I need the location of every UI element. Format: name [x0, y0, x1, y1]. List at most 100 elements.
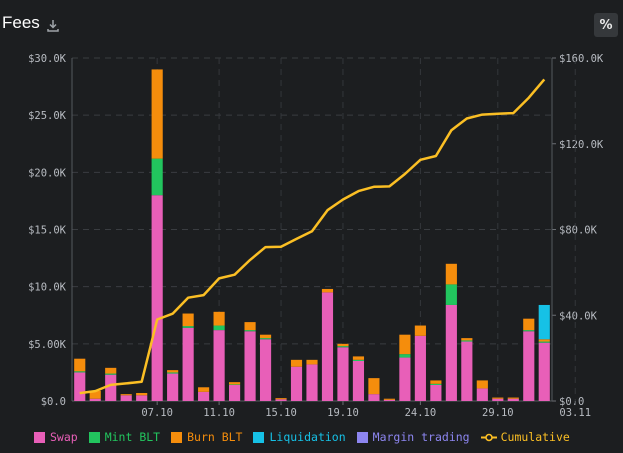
bar-burn-16 — [321, 288, 334, 293]
bar-mint-11 — [244, 330, 256, 332]
bar-swap-12 — [259, 339, 272, 401]
bar-burn-13 — [275, 398, 287, 400]
right-axis-tick: $120.0K — [559, 139, 604, 151]
bar-swap-10 — [229, 384, 241, 401]
x-axis-tick: 29.10 — [482, 407, 514, 419]
legend-label: Mint BLT — [104, 430, 161, 444]
bar-burn-15 — [306, 359, 318, 365]
bar-burn-20 — [383, 398, 395, 400]
x-axis-tick: 19.10 — [327, 407, 359, 419]
bar-swap-22 — [414, 335, 426, 401]
bar-swap-13 — [275, 399, 287, 401]
bar-swap-23 — [430, 384, 442, 401]
legend-line-swatch — [480, 432, 497, 443]
bar-burn-1 — [89, 390, 101, 399]
right-axis-tick: $160.0K — [559, 53, 604, 65]
bar-liq-30 — [538, 304, 550, 340]
chart-title: Fees — [2, 13, 59, 33]
cumulative-line — [79, 78, 546, 395]
bar-mint-2 — [105, 373, 117, 375]
bar-swap-3 — [120, 395, 132, 401]
legend-item-burn[interactable]: Burn BLT — [171, 430, 242, 444]
bar-swap-21 — [399, 357, 411, 401]
bar-swap-24 — [445, 304, 457, 401]
bar-burn-23 — [430, 380, 442, 384]
legend-item-margin[interactable]: Margin trading — [356, 430, 470, 444]
bar-burn-2 — [105, 367, 117, 374]
x-axis-tick: 03.11 — [559, 407, 591, 419]
bar-mint-5 — [151, 158, 163, 196]
legend-item-swap[interactable]: Swap — [34, 430, 78, 444]
bar-burn-6 — [167, 370, 179, 373]
bar-swap-28 — [507, 398, 519, 401]
bar-burn-29 — [523, 318, 535, 331]
bar-swap-5 — [151, 195, 163, 401]
bar-mint-23 — [430, 383, 442, 385]
x-axis-tick: 15.10 — [265, 407, 297, 419]
legend-item-liq[interactable]: Liquidation — [253, 430, 346, 444]
left-axis-tick: $0.0 — [41, 396, 66, 408]
bar-burn-14 — [290, 359, 303, 367]
legend-label: Swap — [50, 430, 78, 444]
legend-swatch — [171, 431, 183, 443]
bar-burn-3 — [120, 394, 132, 396]
bar-burn-17 — [337, 343, 349, 347]
left-axis-tick: $10.0K — [28, 282, 67, 294]
percent-toggle-button[interactable]: % — [594, 13, 618, 37]
x-axis-tick: 11.10 — [203, 407, 235, 419]
bar-swap-30 — [538, 342, 550, 401]
bar-swap-2 — [105, 374, 117, 401]
bar-swap-26 — [476, 388, 488, 401]
left-axis-tick: $5.00K — [28, 339, 67, 351]
bar-swap-0 — [74, 372, 86, 401]
bar-burn-24 — [445, 263, 457, 285]
bar-burn-5 — [151, 69, 163, 159]
bar-swap-9 — [213, 330, 225, 401]
bar-burn-12 — [259, 334, 272, 339]
legend-label: Margin trading — [372, 430, 470, 444]
bar-swap-27 — [492, 398, 504, 401]
bar-burn-28 — [507, 397, 519, 399]
bar-mint-10 — [229, 384, 241, 386]
legend-swatch — [253, 431, 265, 443]
download-icon[interactable] — [47, 17, 59, 32]
right-axis-tick: $40.0K — [559, 310, 598, 322]
bar-burn-4 — [136, 392, 148, 396]
bar-burn-25 — [461, 338, 473, 341]
left-axis-tick: $15.0K — [28, 225, 67, 237]
bar-burn-26 — [476, 380, 488, 389]
legend-item-cum[interactable]: Cumulative — [480, 430, 570, 444]
bar-mint-6 — [167, 372, 179, 374]
left-axis-tick: $25.0K — [28, 110, 67, 122]
bar-swap-19 — [368, 394, 380, 401]
bar-swap-17 — [337, 347, 349, 401]
bar-burn-27 — [492, 397, 504, 399]
bar-mint-17 — [337, 346, 349, 348]
chart-legend: Swap Mint BLT Burn BLT Liquidation Margin tr… — [34, 430, 581, 444]
bar-swap-1 — [89, 398, 101, 401]
legend-item-mint[interactable]: Mint BLT — [88, 430, 161, 444]
bar-swap-7 — [182, 327, 194, 401]
bar-swap-4 — [136, 395, 148, 401]
bar-mint-29 — [523, 330, 535, 332]
bar-swap-18 — [352, 360, 365, 401]
bar-burn-9 — [213, 311, 225, 326]
bar-mint-18 — [352, 359, 365, 361]
bar-mint-30 — [538, 341, 550, 343]
x-axis-tick: 24.10 — [405, 407, 437, 419]
bar-burn-7 — [182, 313, 194, 327]
bar-swap-29 — [523, 331, 535, 401]
legend-swatch — [356, 431, 368, 443]
bar-burn-21 — [399, 334, 411, 355]
legend-swatch — [88, 431, 100, 443]
bar-mint-24 — [445, 284, 457, 305]
legend-label: Burn BLT — [187, 430, 243, 444]
bar-swap-15 — [306, 364, 318, 401]
bar-burn-8 — [198, 387, 210, 392]
bar-burn-18 — [352, 356, 365, 360]
bar-mint-25 — [461, 340, 473, 342]
bar-swap-6 — [167, 373, 179, 401]
bar-swap-16 — [321, 292, 334, 401]
bar-mint-21 — [399, 354, 411, 358]
bar-mint-7 — [182, 326, 194, 328]
